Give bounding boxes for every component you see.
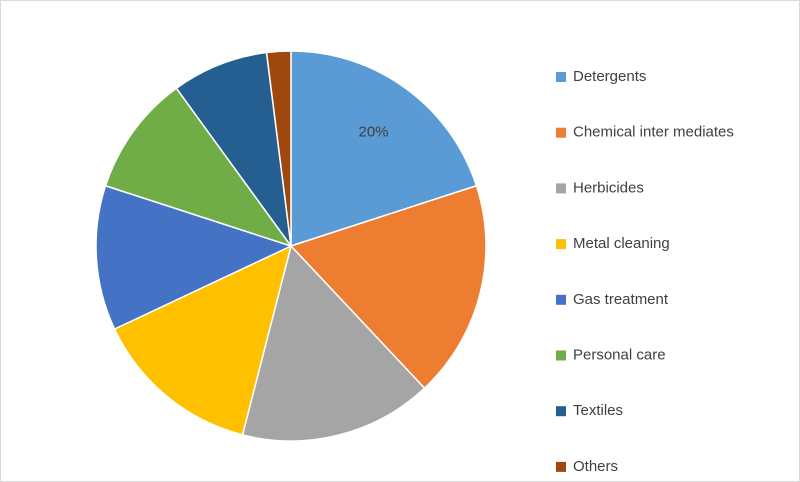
legend-swatch xyxy=(556,350,566,361)
legend-label: Gas treatment xyxy=(573,291,669,308)
pie-slice xyxy=(241,244,426,442)
pie-slice xyxy=(290,50,478,248)
legend-label: Chemical inter mediates xyxy=(573,124,734,141)
legend-label: Textiles xyxy=(573,402,623,419)
legend-swatch xyxy=(556,183,566,194)
data-label: 20% xyxy=(359,123,389,140)
pie-slice xyxy=(113,244,293,436)
legend-swatch xyxy=(556,127,566,138)
legend-label: Others xyxy=(573,458,618,475)
legend-swatch xyxy=(556,72,566,82)
pie-slice xyxy=(95,184,294,331)
pie-slice xyxy=(289,184,487,390)
legend-swatch xyxy=(556,239,566,250)
legend-swatch xyxy=(556,461,566,472)
legend-swatch xyxy=(556,294,566,305)
legend-label: Metal cleaning xyxy=(573,235,670,252)
legend-label: Herbicides xyxy=(573,179,644,196)
pie-slice xyxy=(265,50,292,247)
legend-label: Detergents xyxy=(573,68,646,85)
legend-label: Personal care xyxy=(573,346,666,363)
legend-swatch xyxy=(556,406,566,417)
pie-slice xyxy=(175,51,292,247)
pie-slice xyxy=(104,87,293,248)
